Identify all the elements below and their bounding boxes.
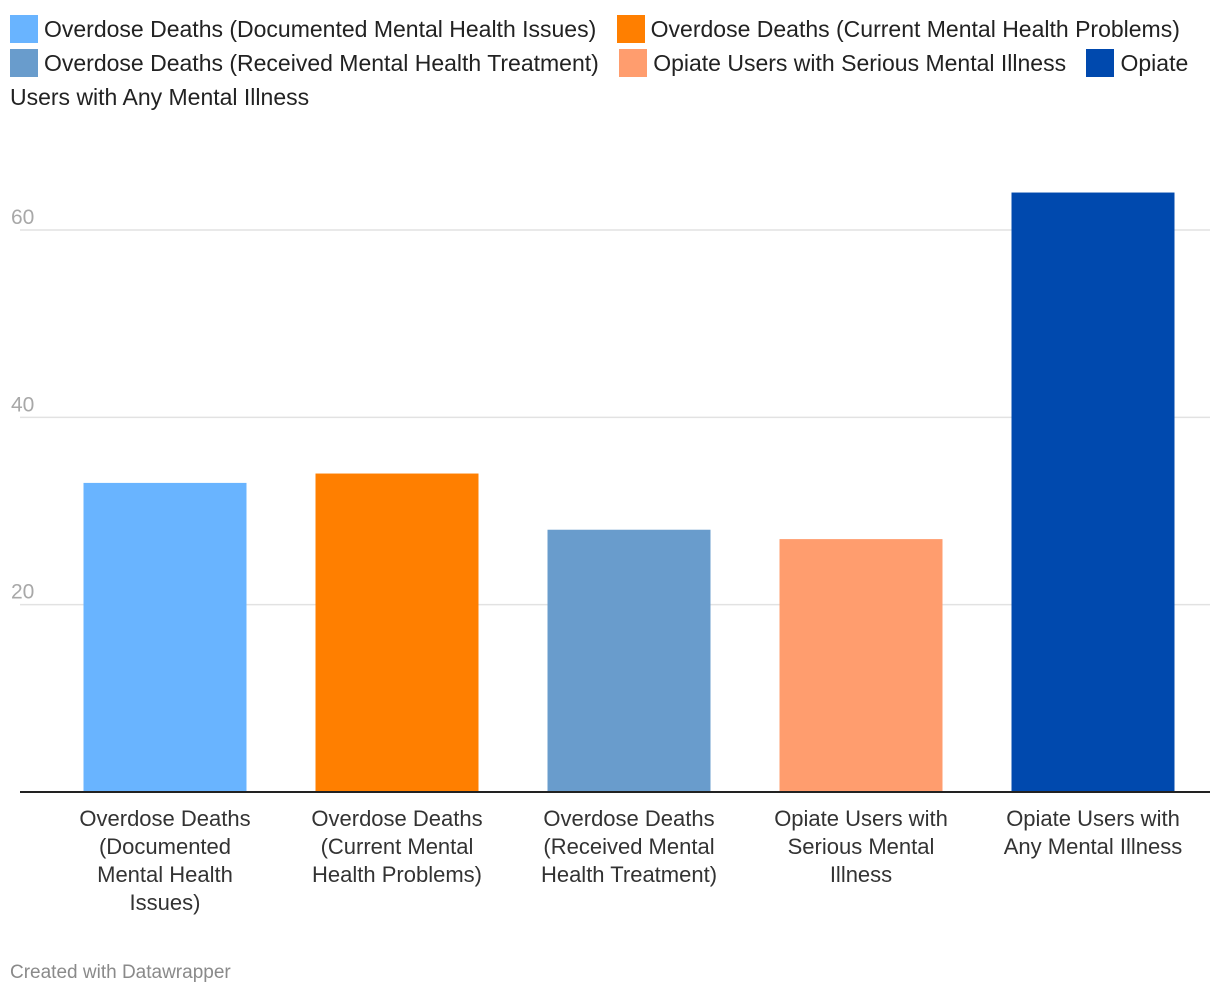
legend-swatch — [10, 15, 38, 43]
legend-item: Overdose Deaths (Documented Mental Healt… — [10, 15, 597, 43]
x-category-label-line: Illness — [830, 862, 892, 887]
y-tick-label: 20 — [11, 581, 34, 604]
x-category-label-line: (Current Mental — [321, 834, 474, 859]
x-category-label-line: (Received Mental — [543, 834, 714, 859]
legend-swatch — [619, 49, 648, 77]
bars — [83, 192, 1175, 793]
chart-legend: Overdose Deaths (Documented Mental Healt… — [10, 12, 1205, 114]
legend-item: Overdose Deaths (Received Mental Health … — [10, 49, 599, 77]
legend-item: Opiate Users with Any Mental Illness — [10, 49, 1189, 110]
x-category-label-line: Any Mental Illness — [1004, 834, 1183, 859]
x-category-label-line: Opiate Users with — [774, 806, 948, 831]
bar — [1011, 192, 1175, 793]
y-tick-label: 60 — [11, 206, 34, 229]
x-category-label-line: Overdose Deaths — [311, 806, 482, 831]
x-category-label-line: Overdose Deaths — [79, 806, 250, 831]
legend-label: Overdose Deaths (Current Mental Health P… — [650, 16, 1180, 42]
credit-text: Created with Datawrapper — [10, 962, 231, 983]
x-category-label-line: Opiate Users with — [1006, 806, 1180, 831]
bar — [779, 539, 943, 792]
x-category-label-line: Health Problems) — [312, 862, 482, 887]
x-category-label-line: Health Treatment) — [541, 862, 717, 887]
legend-swatch — [1086, 49, 1115, 77]
x-category-label-line: Overdose Deaths — [543, 806, 714, 831]
legend-swatch — [10, 49, 38, 77]
x-category-label-line: Mental Health — [97, 862, 233, 887]
x-category-label: Overdose Deaths (Received Mental Health Tr… — [541, 806, 717, 887]
x-category-label-line: Serious Mental — [788, 834, 935, 859]
y-tick-label: 40 — [11, 393, 34, 416]
x-category-label-line: (Documented — [99, 834, 231, 859]
category-labels: Overdose Deaths (Documented Mental Health I… — [79, 806, 1182, 915]
x-category-label: Opiate Users with Serious Mental Illness — [774, 806, 948, 887]
legend-label: Overdose Deaths (Received Mental Health … — [44, 50, 599, 76]
legend-swatch — [616, 15, 645, 43]
bar — [315, 473, 479, 792]
legend-label: Overdose Deaths (Documented Mental Healt… — [44, 16, 597, 42]
legend-label: Opiate Users with Serious Mental Illness — [653, 50, 1067, 76]
x-category-label: Overdose Deaths (Documented Mental Health I… — [79, 806, 250, 915]
legend-item: Opiate Users with Serious Mental Illness — [619, 49, 1067, 77]
x-category-label: Opiate Users with Any Mental Illness — [1004, 806, 1183, 859]
legend-item: Overdose Deaths (Current Mental Health P… — [616, 15, 1180, 43]
x-category-label: Overdose Deaths (Current Mental Health Pro… — [311, 806, 482, 887]
x-category-label-line: Issues) — [130, 890, 201, 915]
legend-label: Opiate Users with Any Mental Illness — [10, 50, 1189, 110]
bar — [83, 482, 247, 792]
bar — [547, 529, 711, 792]
